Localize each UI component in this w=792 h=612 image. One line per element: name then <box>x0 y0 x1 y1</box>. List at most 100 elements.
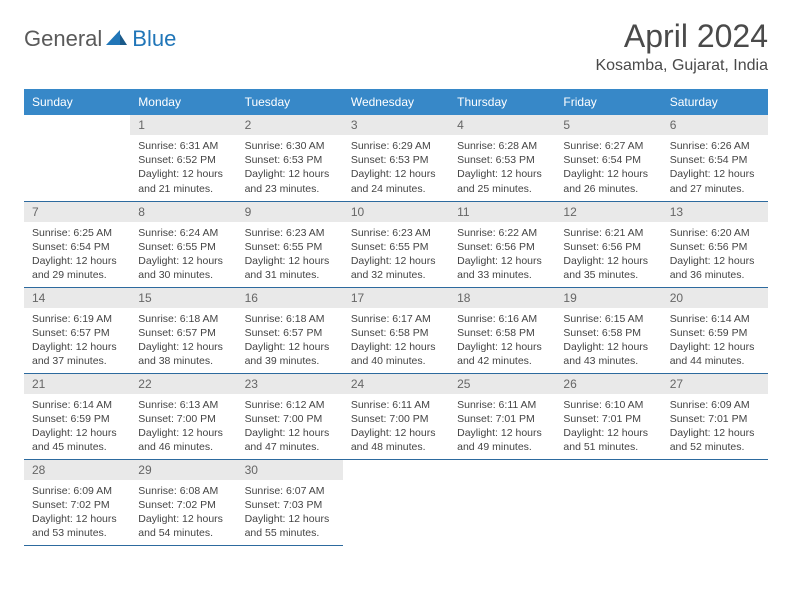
weekday-header: Saturday <box>662 89 768 115</box>
calendar-day-cell <box>662 459 768 545</box>
calendar-day-cell: 23Sunrise: 6:12 AMSunset: 7:00 PMDayligh… <box>237 373 343 459</box>
day-number: 30 <box>237 460 343 480</box>
header: General Blue April 2024 Kosamba, Gujarat… <box>24 18 768 75</box>
calendar-grid: Sunday Monday Tuesday Wednesday Thursday… <box>24 89 768 546</box>
day-info: Sunrise: 6:08 AMSunset: 7:02 PMDaylight:… <box>130 480 236 545</box>
day-number: 29 <box>130 460 236 480</box>
day-info: Sunrise: 6:09 AMSunset: 7:01 PMDaylight:… <box>662 394 768 459</box>
day-number: 6 <box>662 115 768 135</box>
day-number: 8 <box>130 202 236 222</box>
day-info: Sunrise: 6:26 AMSunset: 6:54 PMDaylight:… <box>662 135 768 200</box>
day-info: Sunrise: 6:15 AMSunset: 6:58 PMDaylight:… <box>555 308 661 373</box>
day-info: Sunrise: 6:29 AMSunset: 6:53 PMDaylight:… <box>343 135 449 200</box>
calendar-week-row: 7Sunrise: 6:25 AMSunset: 6:54 PMDaylight… <box>24 201 768 287</box>
calendar-day-cell: 19Sunrise: 6:15 AMSunset: 6:58 PMDayligh… <box>555 287 661 373</box>
weekday-header: Thursday <box>449 89 555 115</box>
location: Kosamba, Gujarat, India <box>595 57 768 75</box>
calendar-day-cell: 7Sunrise: 6:25 AMSunset: 6:54 PMDaylight… <box>24 201 130 287</box>
calendar-day-cell: 16Sunrise: 6:18 AMSunset: 6:57 PMDayligh… <box>237 287 343 373</box>
calendar-day-cell: 24Sunrise: 6:11 AMSunset: 7:00 PMDayligh… <box>343 373 449 459</box>
day-info: Sunrise: 6:25 AMSunset: 6:54 PMDaylight:… <box>24 222 130 287</box>
day-number: 18 <box>449 288 555 308</box>
weekday-header: Sunday <box>24 89 130 115</box>
day-number: 9 <box>237 202 343 222</box>
logo-triangle-icon <box>106 28 128 51</box>
day-info: Sunrise: 6:10 AMSunset: 7:01 PMDaylight:… <box>555 394 661 459</box>
calendar-day-cell: 6Sunrise: 6:26 AMSunset: 6:54 PMDaylight… <box>662 115 768 201</box>
day-number: 22 <box>130 374 236 394</box>
calendar-day-cell: 14Sunrise: 6:19 AMSunset: 6:57 PMDayligh… <box>24 287 130 373</box>
calendar-day-cell: 5Sunrise: 6:27 AMSunset: 6:54 PMDaylight… <box>555 115 661 201</box>
weekday-header: Friday <box>555 89 661 115</box>
weekday-header: Tuesday <box>237 89 343 115</box>
day-info: Sunrise: 6:16 AMSunset: 6:58 PMDaylight:… <box>449 308 555 373</box>
day-number: 19 <box>555 288 661 308</box>
day-info: Sunrise: 6:19 AMSunset: 6:57 PMDaylight:… <box>24 308 130 373</box>
day-number: 7 <box>24 202 130 222</box>
day-number: 28 <box>24 460 130 480</box>
calendar-day-cell: 2Sunrise: 6:30 AMSunset: 6:53 PMDaylight… <box>237 115 343 201</box>
calendar-day-cell: 8Sunrise: 6:24 AMSunset: 6:55 PMDaylight… <box>130 201 236 287</box>
calendar-day-cell: 10Sunrise: 6:23 AMSunset: 6:55 PMDayligh… <box>343 201 449 287</box>
day-number: 20 <box>662 288 768 308</box>
day-number: 1 <box>130 115 236 135</box>
weekday-header-row: Sunday Monday Tuesday Wednesday Thursday… <box>24 89 768 115</box>
weekday-header: Wednesday <box>343 89 449 115</box>
logo: General Blue <box>24 26 176 52</box>
day-info: Sunrise: 6:22 AMSunset: 6:56 PMDaylight:… <box>449 222 555 287</box>
calendar-day-cell <box>555 459 661 545</box>
day-info: Sunrise: 6:11 AMSunset: 7:00 PMDaylight:… <box>343 394 449 459</box>
calendar-week-row: 28Sunrise: 6:09 AMSunset: 7:02 PMDayligh… <box>24 459 768 545</box>
title-block: April 2024 Kosamba, Gujarat, India <box>595 18 768 75</box>
day-number: 3 <box>343 115 449 135</box>
day-info: Sunrise: 6:09 AMSunset: 7:02 PMDaylight:… <box>24 480 130 545</box>
day-info: Sunrise: 6:24 AMSunset: 6:55 PMDaylight:… <box>130 222 236 287</box>
day-info: Sunrise: 6:14 AMSunset: 6:59 PMDaylight:… <box>24 394 130 459</box>
day-info: Sunrise: 6:12 AMSunset: 7:00 PMDaylight:… <box>237 394 343 459</box>
calendar-week-row: 1Sunrise: 6:31 AMSunset: 6:52 PMDaylight… <box>24 115 768 201</box>
day-info: Sunrise: 6:31 AMSunset: 6:52 PMDaylight:… <box>130 135 236 200</box>
day-number: 4 <box>449 115 555 135</box>
calendar-page: General Blue April 2024 Kosamba, Gujarat… <box>0 0 792 564</box>
calendar-day-cell <box>343 459 449 545</box>
calendar-day-cell: 20Sunrise: 6:14 AMSunset: 6:59 PMDayligh… <box>662 287 768 373</box>
day-info: Sunrise: 6:28 AMSunset: 6:53 PMDaylight:… <box>449 135 555 200</box>
day-info: Sunrise: 6:13 AMSunset: 7:00 PMDaylight:… <box>130 394 236 459</box>
day-info: Sunrise: 6:30 AMSunset: 6:53 PMDaylight:… <box>237 135 343 200</box>
calendar-day-cell: 21Sunrise: 6:14 AMSunset: 6:59 PMDayligh… <box>24 373 130 459</box>
calendar-day-cell: 28Sunrise: 6:09 AMSunset: 7:02 PMDayligh… <box>24 459 130 545</box>
day-info: Sunrise: 6:20 AMSunset: 6:56 PMDaylight:… <box>662 222 768 287</box>
day-info: Sunrise: 6:23 AMSunset: 6:55 PMDaylight:… <box>343 222 449 287</box>
calendar-day-cell: 4Sunrise: 6:28 AMSunset: 6:53 PMDaylight… <box>449 115 555 201</box>
day-info: Sunrise: 6:18 AMSunset: 6:57 PMDaylight:… <box>130 308 236 373</box>
calendar-day-cell: 13Sunrise: 6:20 AMSunset: 6:56 PMDayligh… <box>662 201 768 287</box>
logo-text-blue: Blue <box>132 26 176 52</box>
logo-text-general: General <box>24 26 102 52</box>
day-number: 12 <box>555 202 661 222</box>
day-number: 16 <box>237 288 343 308</box>
day-number: 5 <box>555 115 661 135</box>
calendar-day-cell: 3Sunrise: 6:29 AMSunset: 6:53 PMDaylight… <box>343 115 449 201</box>
day-number: 23 <box>237 374 343 394</box>
day-number: 27 <box>662 374 768 394</box>
calendar-day-cell: 22Sunrise: 6:13 AMSunset: 7:00 PMDayligh… <box>130 373 236 459</box>
day-info: Sunrise: 6:17 AMSunset: 6:58 PMDaylight:… <box>343 308 449 373</box>
calendar-week-row: 14Sunrise: 6:19 AMSunset: 6:57 PMDayligh… <box>24 287 768 373</box>
day-number: 13 <box>662 202 768 222</box>
day-number: 17 <box>343 288 449 308</box>
day-info: Sunrise: 6:27 AMSunset: 6:54 PMDaylight:… <box>555 135 661 200</box>
day-info: Sunrise: 6:11 AMSunset: 7:01 PMDaylight:… <box>449 394 555 459</box>
month-title: April 2024 <box>595 18 768 55</box>
calendar-day-cell: 15Sunrise: 6:18 AMSunset: 6:57 PMDayligh… <box>130 287 236 373</box>
calendar-day-cell: 18Sunrise: 6:16 AMSunset: 6:58 PMDayligh… <box>449 287 555 373</box>
day-number: 21 <box>24 374 130 394</box>
calendar-day-cell: 9Sunrise: 6:23 AMSunset: 6:55 PMDaylight… <box>237 201 343 287</box>
day-number: 14 <box>24 288 130 308</box>
calendar-day-cell: 1Sunrise: 6:31 AMSunset: 6:52 PMDaylight… <box>130 115 236 201</box>
day-number: 10 <box>343 202 449 222</box>
day-number: 26 <box>555 374 661 394</box>
day-number: 25 <box>449 374 555 394</box>
day-number: 15 <box>130 288 236 308</box>
calendar-day-cell: 30Sunrise: 6:07 AMSunset: 7:03 PMDayligh… <box>237 459 343 545</box>
weekday-header: Monday <box>130 89 236 115</box>
